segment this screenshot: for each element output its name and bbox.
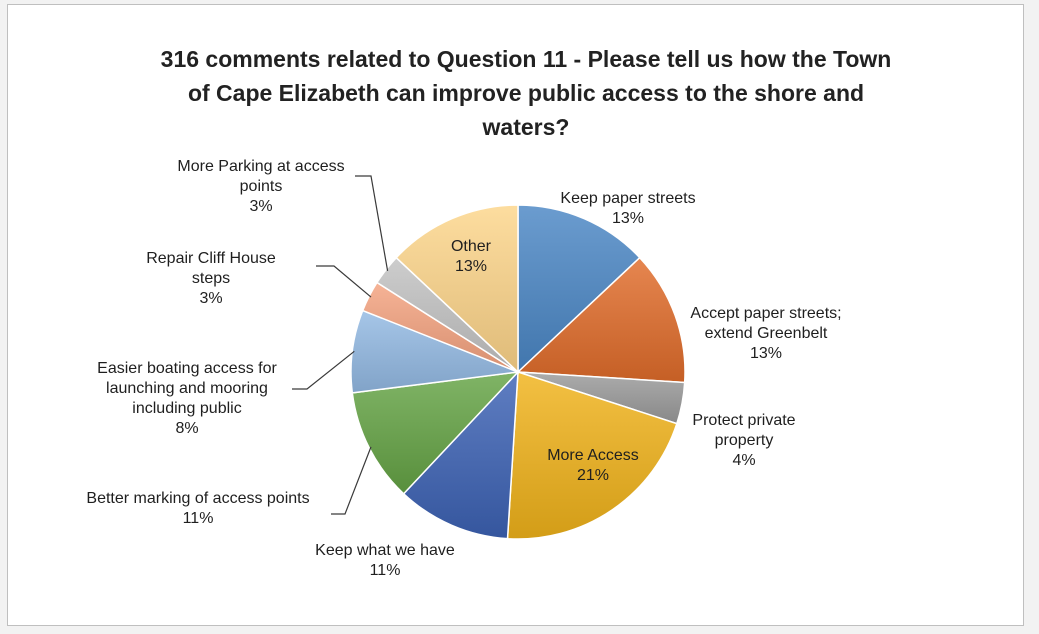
- pie-slice-4: [506, 370, 678, 540]
- slice-label-7: Easier boating access for launching and m…: [97, 360, 277, 437]
- slice-label-9: More Parking at access points 3%: [177, 158, 344, 215]
- chart-title: 316 comments related to Question 11 - Pl…: [161, 46, 892, 140]
- chart-title-line-1: 316 comments related to Question 11 - Pl…: [161, 46, 892, 72]
- slice-label-4: More Access 21%: [547, 447, 639, 484]
- pie-slice-5: [402, 369, 519, 540]
- leader-line-8: [316, 265, 372, 298]
- pie-slice-2: [516, 256, 686, 384]
- pie-slice-6: [351, 370, 520, 495]
- slice-label-3: Protect private property 4%: [692, 412, 795, 469]
- leader-line-7: [292, 350, 355, 390]
- slice-label-2: Accept paper streets; extend Greenbelt 13%: [690, 305, 841, 362]
- leader-lines: [292, 175, 389, 515]
- pie-slice-1: [517, 204, 641, 374]
- pie-slice-10: [395, 204, 519, 374]
- slice-label-6: Better marking of access points 11%: [86, 490, 309, 527]
- chart-title-line-3: waters?: [482, 114, 570, 140]
- slice-label-5: Keep what we have 11%: [315, 542, 455, 579]
- chart-title-line-2: of Cape Elizabeth can improve public acc…: [188, 80, 864, 106]
- slice-label-10: Other 13%: [451, 238, 492, 275]
- leader-line-6: [331, 446, 372, 515]
- slice-label-1: Keep paper streets 13%: [560, 190, 695, 227]
- slice-labels: Keep paper streets 13% Accept paper street…: [86, 158, 841, 579]
- pie-slices: [350, 204, 686, 540]
- leader-line-9: [355, 175, 389, 272]
- slice-label-8: Repair Cliff House steps 3%: [146, 250, 276, 307]
